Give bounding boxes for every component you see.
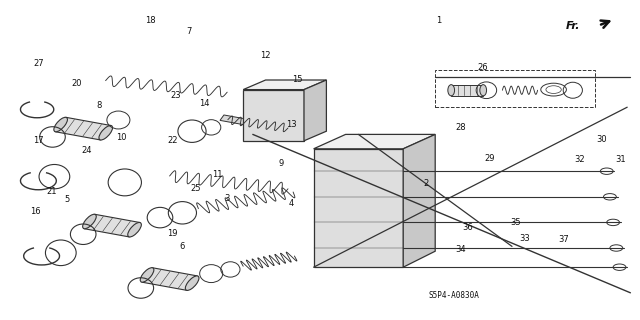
Ellipse shape — [99, 125, 113, 140]
Ellipse shape — [83, 214, 96, 229]
Polygon shape — [220, 115, 260, 127]
Text: 2: 2 — [423, 180, 428, 188]
Text: 7: 7 — [186, 28, 191, 36]
Text: 28: 28 — [456, 124, 466, 132]
Text: 21: 21 — [46, 188, 56, 196]
Text: 36: 36 — [462, 223, 472, 232]
Text: S5P4-A0830A: S5P4-A0830A — [429, 292, 480, 300]
Text: 18: 18 — [145, 16, 156, 25]
Text: 34: 34 — [456, 245, 466, 254]
Ellipse shape — [54, 117, 67, 132]
Text: 24: 24 — [81, 146, 92, 155]
Text: 15: 15 — [292, 76, 303, 84]
Text: 35: 35 — [510, 218, 520, 227]
Text: 12: 12 — [260, 52, 271, 60]
Text: 8: 8 — [97, 101, 102, 110]
Text: 10: 10 — [116, 133, 127, 142]
Ellipse shape — [140, 268, 154, 282]
Text: 25: 25 — [190, 184, 200, 193]
Text: 19: 19 — [168, 229, 178, 238]
Bar — [435, 70, 595, 107]
Text: 14: 14 — [200, 100, 210, 108]
Text: 17: 17 — [33, 136, 44, 145]
Text: 11: 11 — [212, 170, 223, 179]
Ellipse shape — [186, 276, 199, 291]
Polygon shape — [56, 117, 111, 140]
Text: 13: 13 — [286, 120, 296, 129]
Ellipse shape — [448, 84, 454, 96]
Polygon shape — [403, 134, 435, 267]
Text: 4: 4 — [289, 199, 294, 208]
Ellipse shape — [480, 84, 486, 96]
Polygon shape — [84, 214, 140, 237]
Text: 30: 30 — [596, 135, 607, 144]
Text: 20: 20 — [72, 79, 82, 88]
Text: 32: 32 — [574, 156, 584, 164]
Text: 1: 1 — [436, 16, 441, 25]
Text: 26: 26 — [478, 63, 488, 72]
Text: 29: 29 — [484, 154, 495, 163]
Polygon shape — [243, 90, 304, 141]
Text: 16: 16 — [30, 207, 40, 216]
Polygon shape — [142, 268, 197, 290]
Text: 9: 9 — [279, 159, 284, 168]
Text: 37: 37 — [558, 236, 568, 244]
Text: 3: 3 — [225, 194, 230, 203]
Polygon shape — [243, 80, 326, 90]
Text: 33: 33 — [520, 234, 530, 243]
Text: 6: 6 — [180, 242, 185, 251]
Polygon shape — [451, 84, 483, 96]
Ellipse shape — [128, 222, 141, 237]
Text: 27: 27 — [33, 60, 44, 68]
Polygon shape — [314, 134, 435, 149]
Text: 31: 31 — [616, 156, 626, 164]
Text: 23: 23 — [171, 92, 181, 100]
Text: Fr.: Fr. — [566, 20, 580, 31]
Text: 5: 5 — [65, 196, 70, 204]
Polygon shape — [304, 80, 326, 141]
Text: 22: 22 — [168, 136, 178, 145]
Polygon shape — [314, 149, 403, 267]
